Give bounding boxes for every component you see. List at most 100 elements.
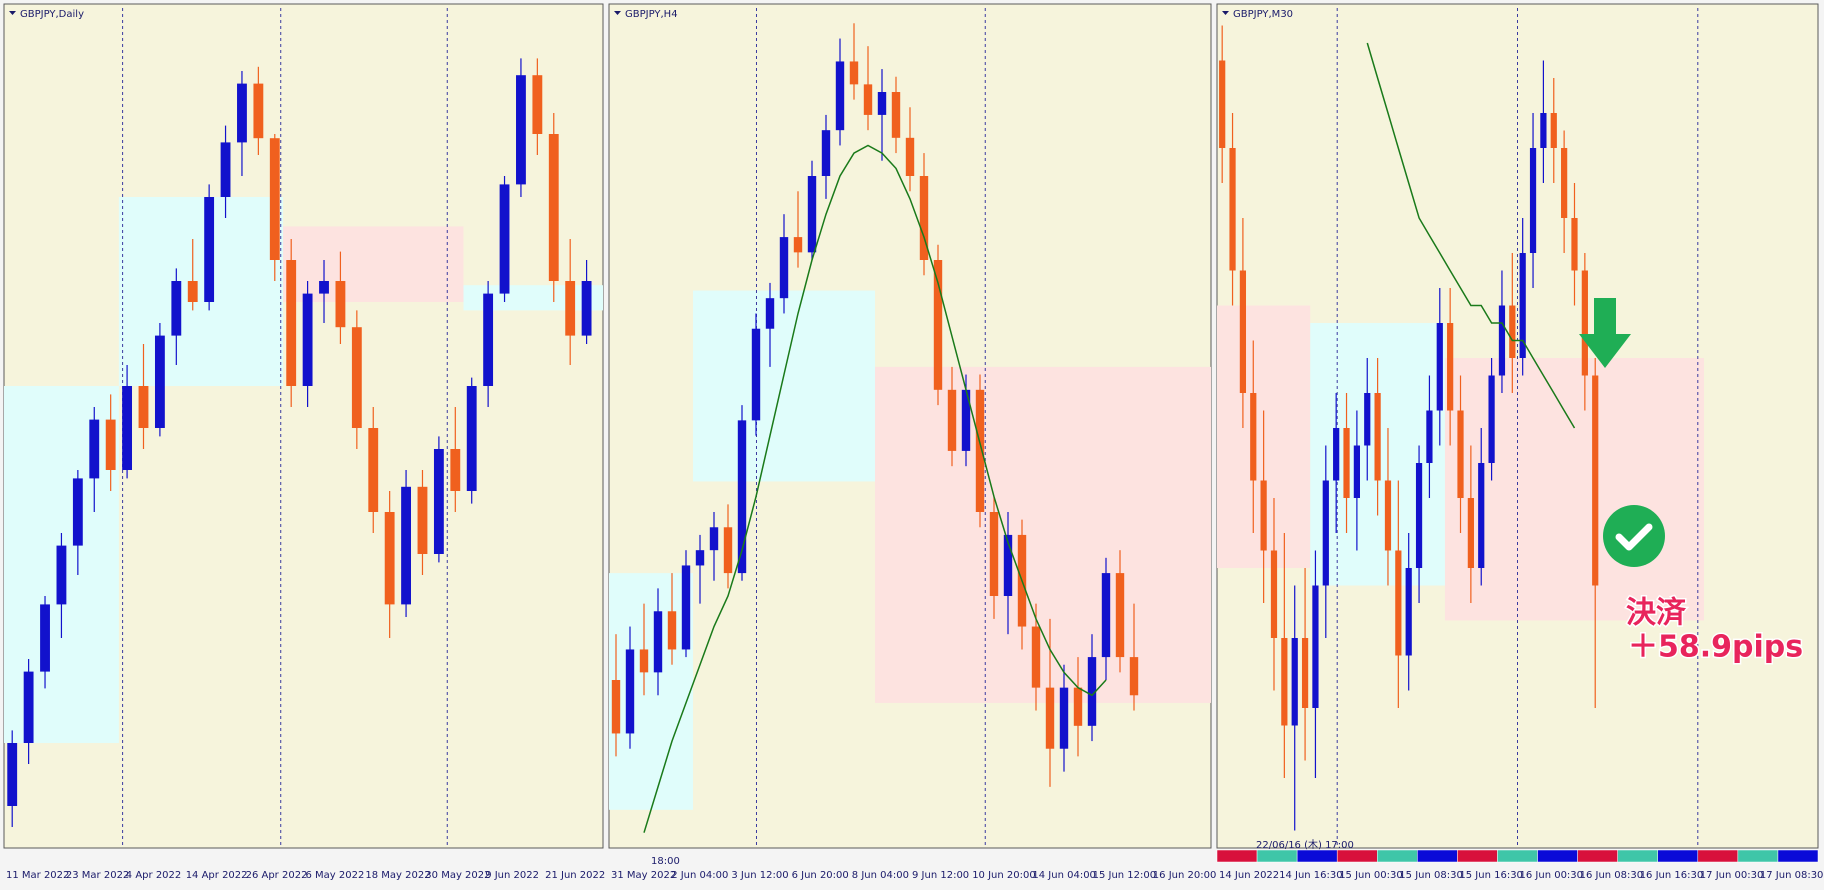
session-bar [1377, 849, 1418, 863]
candle-body [269, 138, 280, 260]
candle-body [611, 680, 621, 734]
candle-body [1540, 113, 1547, 148]
candle-body [1436, 323, 1443, 411]
candle-body [56, 545, 67, 605]
candle-body [1260, 480, 1267, 551]
candle-body [89, 419, 100, 479]
candle-body [1405, 568, 1412, 656]
x-tick-label: 14 Jun 2022 [1219, 870, 1279, 881]
x-tick-label: 15 Jun 08:30 [1399, 870, 1463, 881]
candle-body [751, 328, 761, 421]
candle-body [793, 237, 803, 253]
zone [609, 573, 693, 810]
x-tick-label: 6 Jun 20:00 [792, 870, 849, 881]
candle-body [1322, 480, 1329, 586]
x-tick-label: 14 Jun 04:00 [1032, 870, 1096, 881]
candle-body [639, 649, 649, 673]
candle-body [1581, 270, 1588, 376]
zone [282, 226, 464, 302]
session-bar [1737, 849, 1779, 863]
candle-body [807, 176, 817, 253]
session-bar [1457, 849, 1498, 863]
candle-body [1059, 687, 1069, 749]
session-bar [1777, 849, 1819, 863]
candle-body [1447, 323, 1454, 411]
zone [118, 197, 283, 386]
candle-body [1129, 657, 1139, 696]
candle-body [1343, 428, 1350, 498]
x-tick-label: 9 Jun 12:00 [912, 870, 969, 881]
x-tick-label: 21 Jun 2022 [545, 870, 605, 881]
x-tick-label: 15 Jun 12:00 [1093, 870, 1157, 881]
candle-body [835, 61, 845, 131]
candle-body [695, 550, 705, 566]
zone [875, 366, 1211, 703]
candle-body [1281, 638, 1288, 726]
candle-body [1550, 113, 1557, 148]
candle-body [1426, 410, 1433, 463]
candle-body [1087, 657, 1097, 726]
candle-body [483, 293, 494, 386]
candle-body [516, 75, 526, 185]
x-tick-label: 2 Jun 04:00 [671, 870, 728, 881]
candle-body [1115, 573, 1125, 658]
zone [693, 290, 875, 482]
candle-body [975, 389, 985, 512]
candle-body [237, 83, 247, 143]
date-strip [609, 864, 1211, 888]
candle-body [877, 92, 887, 115]
x-tick-label: 16 Jun 16:30 [1640, 870, 1704, 881]
session-bar [1577, 849, 1618, 863]
x-tick-label: 18 May 2022 [365, 870, 430, 881]
zone [1444, 358, 1705, 621]
candle-body [933, 260, 943, 390]
candle-body [1003, 534, 1013, 596]
candle-body [1291, 638, 1298, 726]
x-tick-label: 14 Jun 16:30 [1279, 870, 1343, 881]
candle-body [122, 386, 133, 470]
candle-body [891, 92, 901, 138]
sell-arrow [1579, 298, 1631, 368]
candle-body [1529, 148, 1537, 253]
x-tick-label: 4 Apr 2022 [126, 870, 181, 881]
x-tick-label: 16 Jun 20:00 [1153, 870, 1217, 881]
candle-body [779, 237, 789, 299]
candle-body [1250, 393, 1257, 481]
candle-body [204, 197, 215, 302]
candle-body [532, 75, 543, 134]
session-bar [1216, 849, 1258, 863]
candle-body [1353, 445, 1360, 498]
candle-body [220, 142, 231, 197]
candle-body [821, 130, 831, 176]
session-bar [1657, 849, 1699, 863]
candle-body [1270, 550, 1278, 638]
candle-body [667, 611, 677, 650]
candle-body [138, 386, 149, 428]
session-bar [1697, 849, 1739, 863]
candle-body [1519, 253, 1526, 358]
session-bar [1617, 849, 1658, 863]
candle-body [1592, 375, 1599, 586]
candle-body [171, 281, 182, 336]
candle-body [1333, 428, 1340, 481]
x-tick-label: 17 Jun 08:30 [1760, 870, 1824, 881]
candle-body [417, 486, 428, 554]
candle-body [653, 611, 663, 673]
x-tick-label: 30 May 2022 [425, 870, 490, 881]
candle-body [548, 134, 559, 281]
candle-body [947, 389, 957, 451]
candle-body [286, 260, 297, 386]
candle-body [565, 281, 576, 336]
candle-body [1571, 218, 1578, 271]
x-tick-label: 26 Apr 2022 [246, 870, 308, 881]
x-tick-label: 9 Jun 2022 [485, 870, 539, 881]
candle-body [737, 420, 747, 574]
candle-body [1364, 393, 1371, 446]
candle-body [187, 281, 198, 302]
x-tick-label: 11 Mar 2022 [6, 870, 69, 881]
candle-body [72, 478, 83, 546]
candle-body [863, 84, 873, 115]
candle-body [1031, 626, 1041, 688]
candle-body [466, 386, 477, 491]
chart-title: GBPJPY,M30 [1233, 9, 1293, 20]
